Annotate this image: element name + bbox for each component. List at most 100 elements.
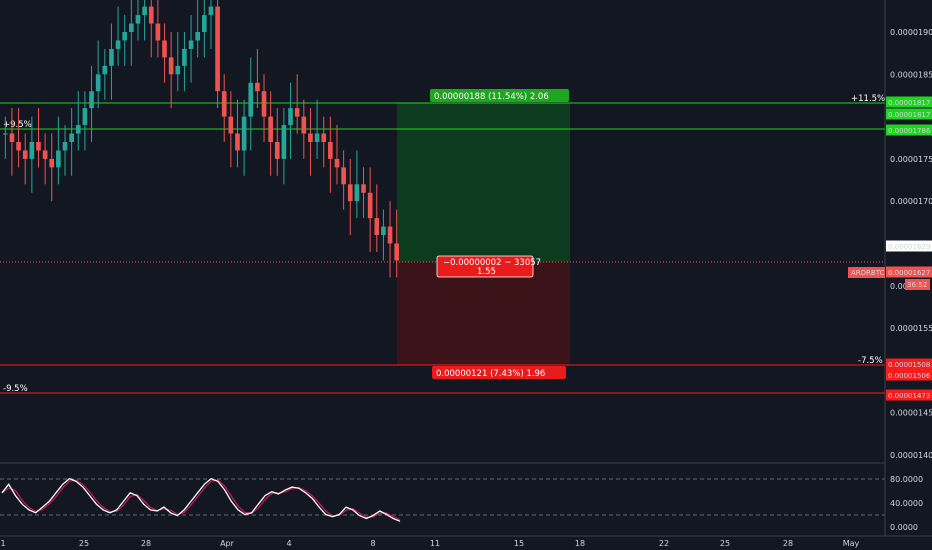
current-label-line1: −0.00000002 ~ 33057 <box>443 258 541 268</box>
candle-body <box>367 192 373 219</box>
label-plus-11-5: +11.5% <box>851 94 885 104</box>
candle-body <box>394 243 400 261</box>
current-label-line2: 1.55 <box>477 267 496 277</box>
candle-body <box>241 116 247 151</box>
candles-group <box>2 0 400 278</box>
candle-body <box>89 91 94 109</box>
candle-body <box>235 133 240 151</box>
current-price-tag-box <box>886 266 932 278</box>
candle-body <box>314 133 320 142</box>
candle-body <box>354 184 360 202</box>
stoch-tick-0: 0.0000 <box>890 523 918 532</box>
candle-body <box>162 40 167 58</box>
candle-body <box>22 150 28 159</box>
candle-body <box>115 40 121 49</box>
stoch-tick-80: 80.0000 <box>890 475 923 484</box>
candle-body <box>261 91 267 117</box>
candle-body <box>381 226 386 236</box>
candle-body <box>188 40 194 49</box>
candle-body <box>36 141 41 151</box>
candle-body <box>49 158 55 168</box>
candle-body <box>122 32 128 41</box>
candle-body <box>268 116 273 142</box>
candle-body <box>29 141 35 159</box>
candle-body <box>281 125 287 159</box>
time-tick: 22 <box>659 539 669 548</box>
candle-body <box>195 32 201 41</box>
candle-body <box>168 57 174 75</box>
target-tag-a: 0.00001817 <box>888 99 930 107</box>
stoch-tick-40: 40.0000 <box>890 499 923 508</box>
loss-label-box[interactable] <box>432 366 566 379</box>
candle-body <box>109 48 114 66</box>
last-price-tag: 0.00001629 <box>888 243 930 251</box>
loss-zone[interactable] <box>397 262 570 365</box>
candle-body <box>102 65 108 75</box>
target-tag-b-box <box>886 108 932 120</box>
candle-body <box>62 141 68 151</box>
candle-body <box>294 108 300 117</box>
candle-body <box>288 108 293 126</box>
countdown-box <box>905 279 930 290</box>
price-tick-partial: 0.000 <box>890 282 913 291</box>
stop-tag-b-box <box>886 369 932 381</box>
candle-body <box>248 82 254 117</box>
candle-body <box>215 6 220 92</box>
candle-body <box>341 167 346 185</box>
countdown: 36:52 <box>907 281 927 289</box>
target-tag-a-box <box>886 96 932 108</box>
current-label-box[interactable] <box>436 255 534 278</box>
time-tick: 1 <box>0 539 5 548</box>
symbol-tag-box <box>848 267 885 278</box>
candle-body <box>135 15 141 24</box>
stop-tag-a: 0.00001508 <box>888 361 930 369</box>
candle-body <box>82 108 88 126</box>
stoch-k-line <box>1 477 401 522</box>
current-price-tag: 0.00001627 <box>888 269 930 277</box>
price-tags: 0.00001817 0.00001817 0.00001786 0.00001629… <box>886 96 932 401</box>
candle-body <box>16 141 21 151</box>
candle-body <box>274 141 280 159</box>
candle-body <box>334 158 340 168</box>
candle-body <box>2 133 8 135</box>
candle-body <box>201 15 207 32</box>
target-tag-b: 0.00001817 <box>888 111 930 119</box>
time-tick: 15 <box>514 539 524 548</box>
candle-body <box>387 226 393 244</box>
candle-body <box>361 184 366 193</box>
candle-body <box>129 23 134 32</box>
stop-tag-a-box <box>886 358 932 370</box>
time-tick: 25 <box>720 539 730 548</box>
candle-body <box>347 184 353 202</box>
candle-body <box>321 133 327 142</box>
time-axis[interactable]: 1 25 28 Apr 4 8 11 15 18 22 25 28 May <box>0 539 859 548</box>
candle-body <box>75 125 81 134</box>
lower-level-tag-box <box>886 389 932 401</box>
label-plus-9-5: +9.5% <box>3 120 32 130</box>
candle-body <box>95 74 101 92</box>
time-tick: 28 <box>783 539 793 548</box>
time-tick: 11 <box>430 539 440 548</box>
last-price-tag-box <box>886 240 932 252</box>
level-tag-box <box>886 124 932 136</box>
symbol-tag: ARDRBTC <box>851 269 885 277</box>
candle-body <box>301 116 307 134</box>
candle-body <box>142 6 147 16</box>
loss-label: 0.00000121 (7.43%) 1.96 <box>436 369 545 379</box>
stop-tag-b: 0.00001506 <box>888 372 931 380</box>
candle-body <box>228 116 234 134</box>
profit-zone[interactable] <box>397 103 570 262</box>
candle-body <box>175 65 181 75</box>
candle-body <box>308 133 313 142</box>
label-minus-7-5: -7.5% <box>858 356 883 366</box>
profit-label-box[interactable] <box>430 89 569 102</box>
profit-label: 0.00000188 (11.54%) 2.06 <box>434 92 549 102</box>
